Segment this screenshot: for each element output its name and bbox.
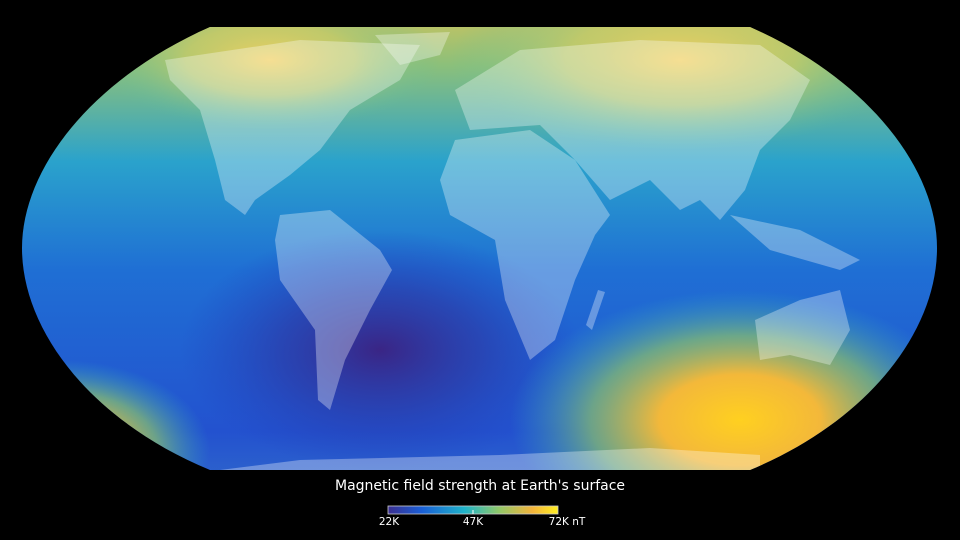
greenland bbox=[375, 32, 450, 65]
legend-title: Magnetic field strength at Earth's surfa… bbox=[334, 478, 626, 494]
canada-high-field-region bbox=[100, 27, 440, 130]
legend-tick-max: 72K nT bbox=[548, 516, 586, 528]
siberia-high-field-region bbox=[450, 27, 910, 150]
madagascar bbox=[586, 290, 605, 330]
southeast-asia bbox=[730, 215, 860, 270]
antarctica bbox=[220, 448, 760, 470]
legend-tick-mid: 47K bbox=[462, 516, 484, 528]
south-america bbox=[275, 210, 392, 410]
north-america bbox=[165, 40, 420, 215]
continents bbox=[165, 32, 860, 470]
eurasia bbox=[455, 40, 810, 220]
south-high-field-region bbox=[510, 290, 937, 470]
south-atlantic-anomaly bbox=[180, 230, 580, 470]
australia bbox=[755, 290, 850, 365]
africa bbox=[440, 130, 610, 360]
legend-tick-min: 22K bbox=[378, 516, 400, 528]
